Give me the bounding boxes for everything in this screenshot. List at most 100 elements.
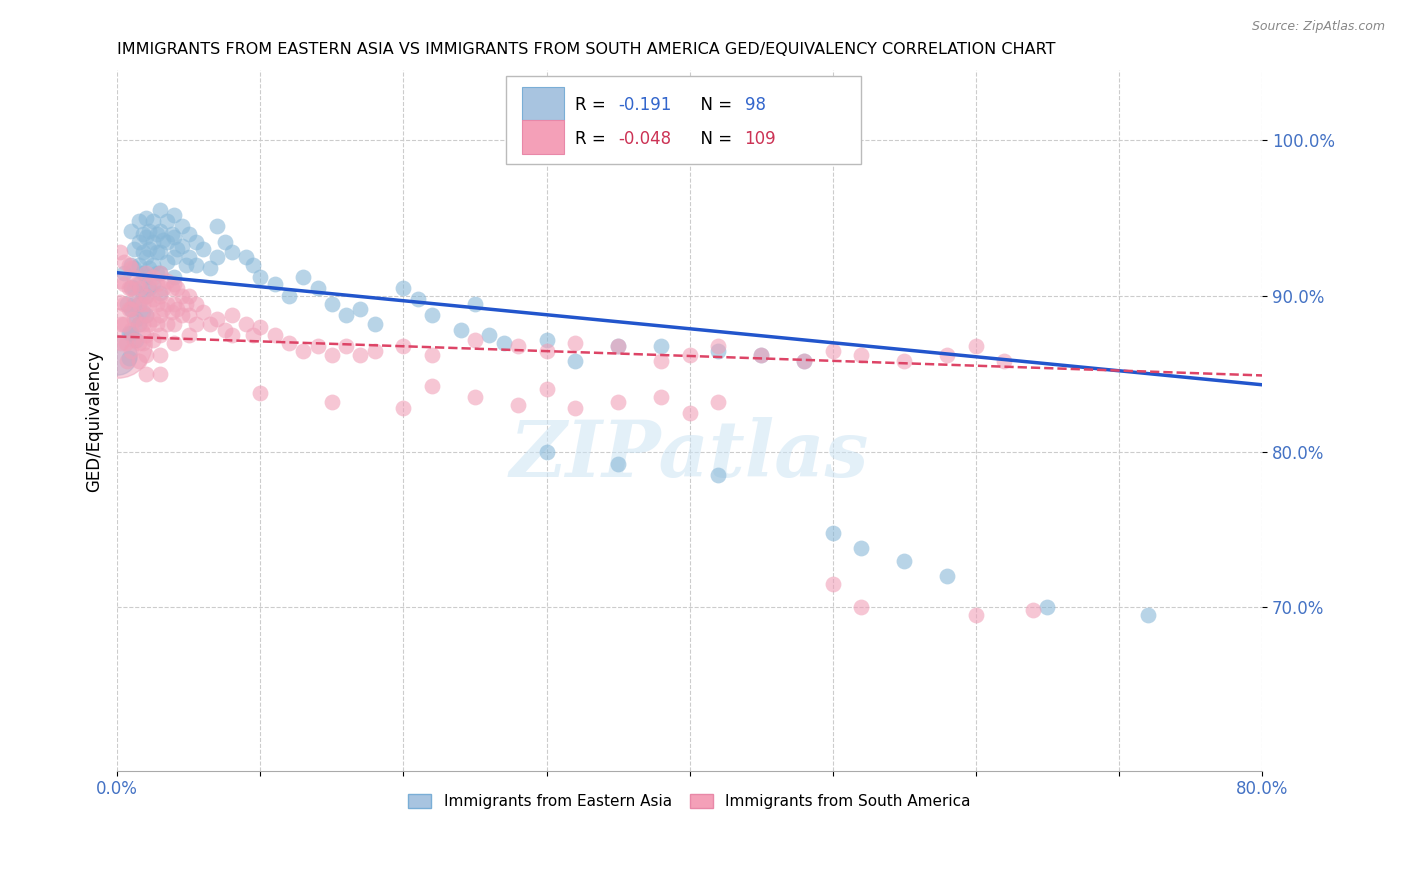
Point — [152, 281, 174, 295]
Point — [149, 266, 172, 280]
Point — [221, 245, 243, 260]
Point — [125, 312, 148, 326]
Point — [170, 289, 193, 303]
Point — [163, 250, 186, 264]
Point — [138, 317, 160, 331]
Point — [152, 233, 174, 247]
Point — [749, 348, 772, 362]
Text: -0.191: -0.191 — [619, 96, 672, 114]
Point — [124, 243, 146, 257]
Point — [115, 297, 138, 311]
Point — [170, 308, 193, 322]
Point — [321, 395, 343, 409]
Point — [292, 343, 315, 358]
Point — [135, 230, 157, 244]
Point — [149, 367, 172, 381]
Point — [112, 297, 135, 311]
Point — [135, 348, 157, 362]
Point — [121, 258, 143, 272]
Point — [142, 312, 165, 326]
Point — [115, 354, 138, 368]
Point — [242, 258, 264, 272]
Point — [142, 292, 165, 306]
Point — [650, 354, 672, 368]
Point — [221, 308, 243, 322]
Point — [464, 333, 486, 347]
Point — [128, 297, 150, 311]
Point — [125, 333, 148, 347]
Point — [177, 308, 200, 322]
Point — [214, 323, 236, 337]
Point — [117, 301, 139, 316]
Point — [105, 335, 128, 350]
Point — [392, 339, 415, 353]
Point — [207, 312, 229, 326]
Point — [420, 348, 443, 362]
Point — [292, 270, 315, 285]
Point — [121, 261, 143, 276]
Point — [235, 250, 257, 264]
Point — [163, 270, 186, 285]
Point — [121, 301, 143, 316]
Point — [121, 343, 143, 358]
Point — [124, 297, 146, 311]
Point — [117, 326, 139, 341]
Point — [851, 541, 873, 556]
Point — [564, 401, 586, 416]
Point — [132, 245, 155, 260]
Point — [166, 301, 188, 316]
Point — [121, 279, 143, 293]
Point — [117, 258, 139, 272]
Point — [170, 219, 193, 233]
Point — [166, 281, 188, 295]
Point — [349, 301, 371, 316]
Point — [506, 339, 529, 353]
Point — [163, 208, 186, 222]
Point — [128, 297, 150, 311]
Point — [149, 266, 172, 280]
Point — [121, 323, 143, 337]
Point — [307, 339, 329, 353]
Point — [156, 273, 179, 287]
Point — [135, 250, 157, 264]
Point — [536, 333, 558, 347]
Point — [170, 239, 193, 253]
Point — [207, 219, 229, 233]
Point — [142, 258, 165, 272]
Point — [124, 333, 146, 347]
Point — [607, 395, 630, 409]
Point — [392, 281, 415, 295]
Point — [1036, 600, 1059, 615]
Point — [793, 354, 815, 368]
Point — [707, 343, 730, 358]
Point — [200, 261, 222, 276]
Point — [277, 335, 299, 350]
Point — [114, 335, 136, 350]
Point — [184, 297, 207, 311]
Point — [156, 235, 179, 249]
Text: N =: N = — [689, 96, 737, 114]
Point — [406, 292, 429, 306]
Point — [128, 277, 150, 291]
Point — [163, 317, 186, 331]
Point — [177, 328, 200, 343]
Point — [128, 317, 150, 331]
Point — [110, 317, 132, 331]
Point — [128, 258, 150, 272]
Point — [1022, 603, 1045, 617]
Point — [364, 343, 387, 358]
Point — [156, 297, 179, 311]
Point — [152, 301, 174, 316]
Point — [112, 266, 135, 280]
Point — [177, 250, 200, 264]
Point — [177, 289, 200, 303]
Point — [135, 308, 157, 322]
Point — [221, 328, 243, 343]
Point — [108, 245, 131, 260]
Point — [142, 270, 165, 285]
Point — [191, 304, 214, 318]
Point — [536, 383, 558, 397]
Point — [128, 317, 150, 331]
Point — [464, 390, 486, 404]
Point — [993, 354, 1015, 368]
